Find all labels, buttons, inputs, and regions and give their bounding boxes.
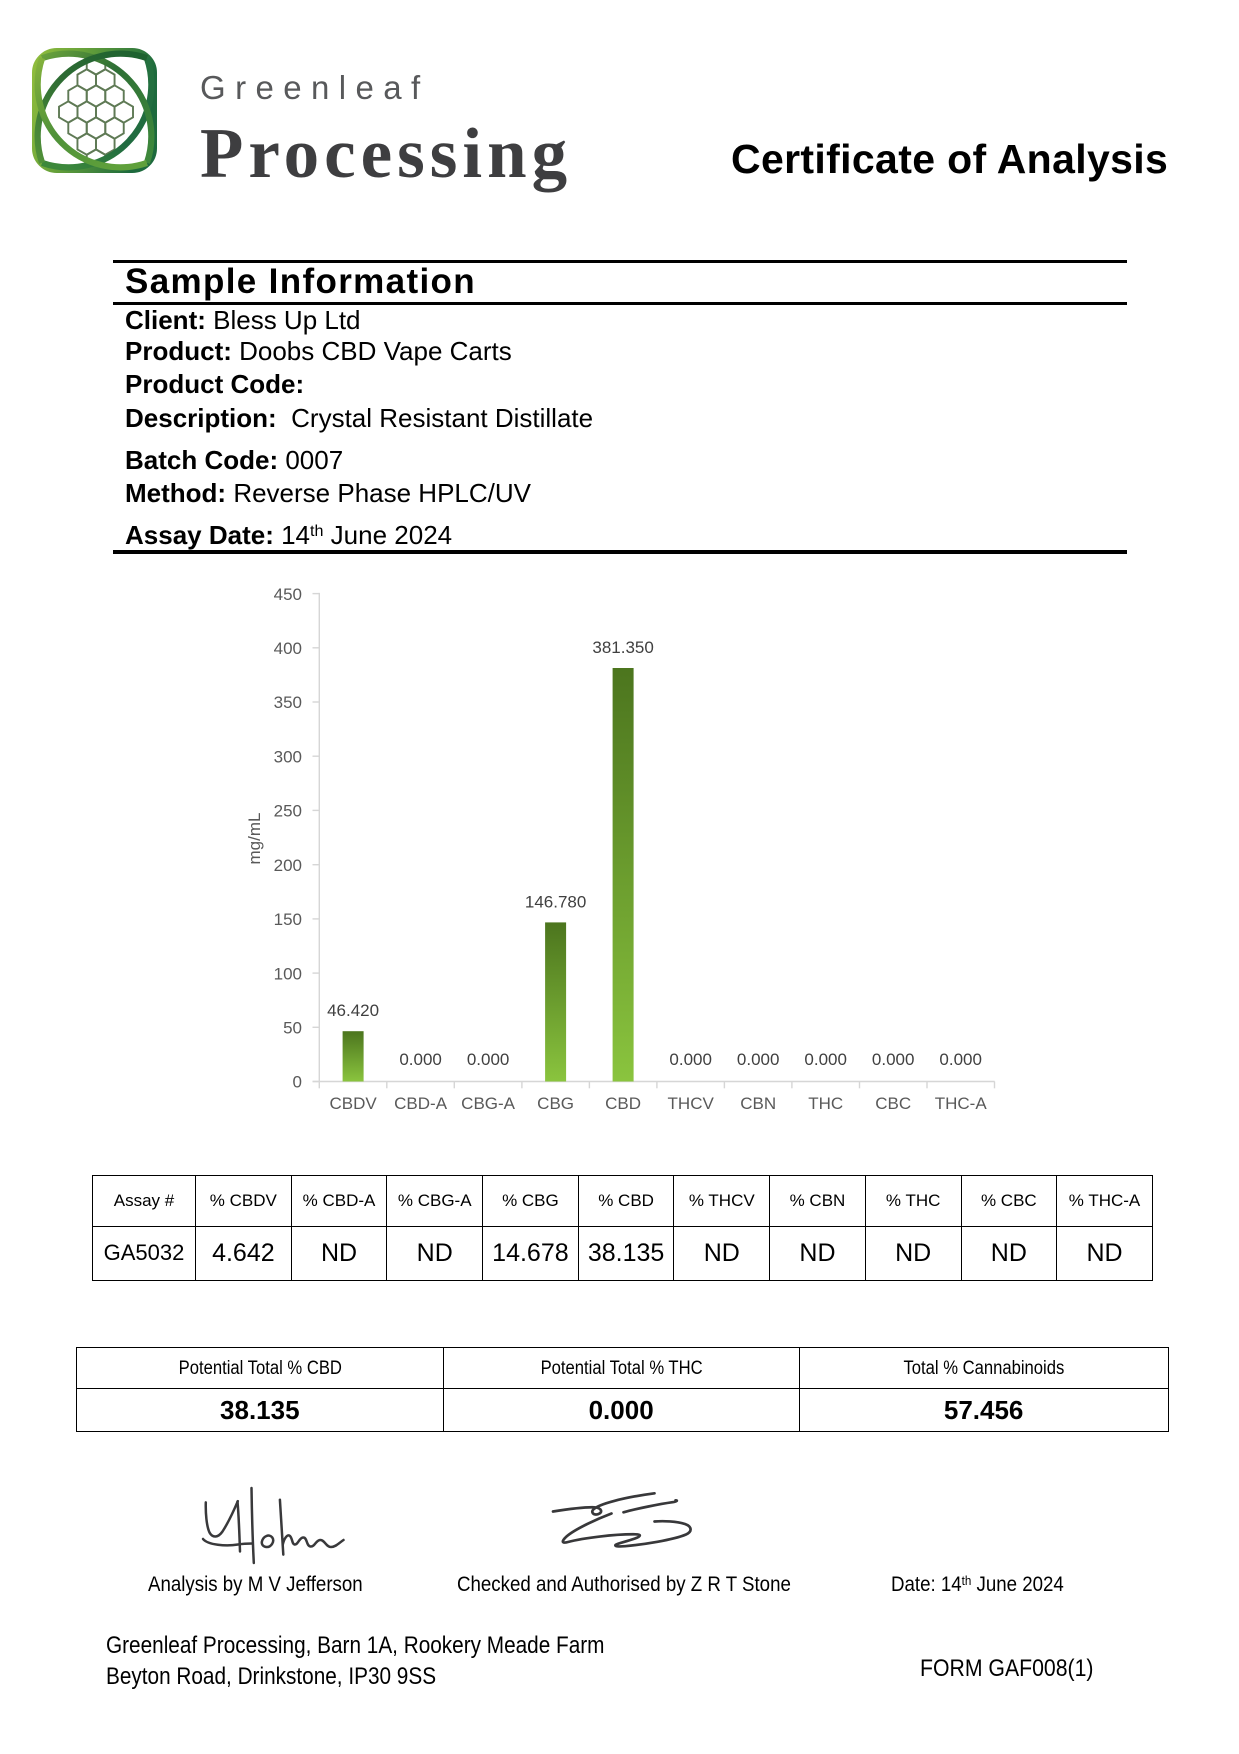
svg-text:CBD-A: CBD-A [394,1094,448,1113]
svg-text:THC-A: THC-A [935,1094,988,1113]
svg-text:400: 400 [274,639,302,658]
svg-text:0: 0 [293,1073,302,1092]
svg-text:450: 450 [274,585,302,604]
svg-text:0.000: 0.000 [804,1050,847,1069]
svg-text:146.780: 146.780 [525,892,586,911]
svg-text:200: 200 [274,856,302,875]
svg-text:250: 250 [274,802,302,821]
svg-text:350: 350 [274,693,302,712]
svg-text:0.000: 0.000 [669,1050,712,1069]
svg-text:300: 300 [274,747,302,766]
svg-text:100: 100 [274,964,302,983]
svg-text:CBC: CBC [875,1094,911,1113]
svg-text:0.000: 0.000 [467,1050,510,1069]
svg-text:CBG: CBG [537,1094,574,1113]
svg-text:46.420: 46.420 [327,1001,379,1020]
svg-text:CBDV: CBDV [329,1094,377,1113]
svg-text:381.350: 381.350 [592,638,653,657]
svg-text:0.000: 0.000 [737,1050,780,1069]
svg-text:150: 150 [274,910,302,929]
svg-text:0.000: 0.000 [939,1050,982,1069]
svg-text:mg/mL: mg/mL [245,813,264,865]
svg-text:THC: THC [808,1094,843,1113]
svg-text:THCV: THCV [668,1094,715,1113]
svg-text:CBN: CBN [740,1094,776,1113]
svg-text:CBD: CBD [605,1094,641,1113]
svg-text:50: 50 [283,1019,302,1038]
svg-text:0.000: 0.000 [872,1050,915,1069]
svg-text:CBG-A: CBG-A [461,1094,515,1113]
svg-text:0.000: 0.000 [399,1050,442,1069]
